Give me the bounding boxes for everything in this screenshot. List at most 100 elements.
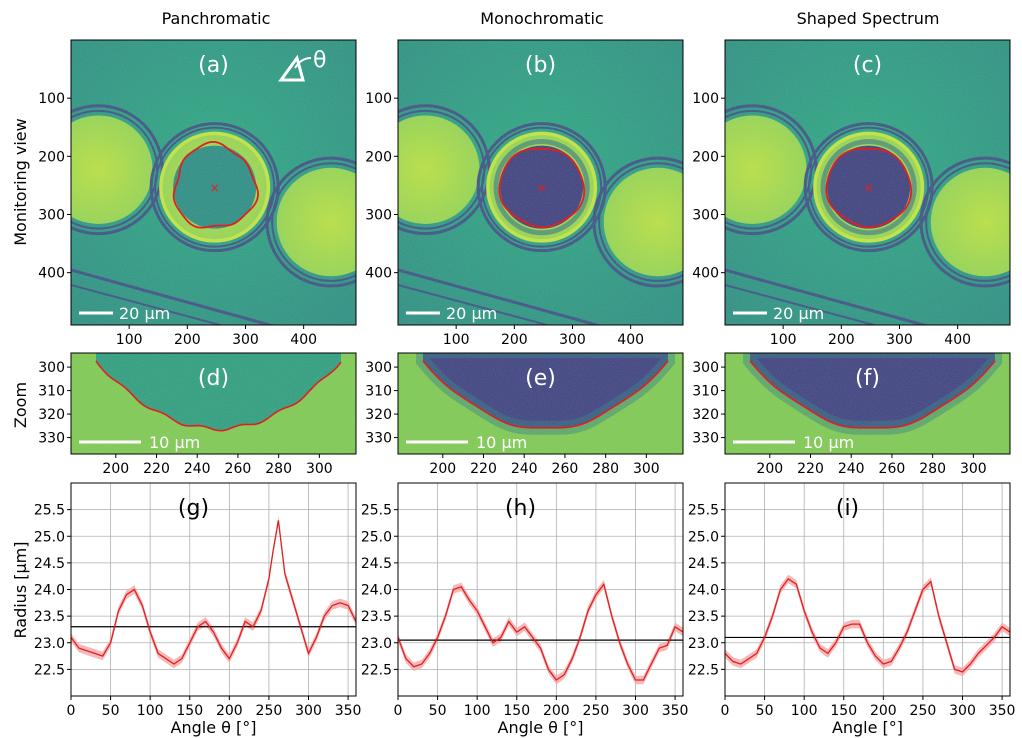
row-label-zoom: Zoom bbox=[11, 382, 30, 428]
y-tick-label: 100 bbox=[692, 91, 719, 107]
y-tick-label: 22.5 bbox=[34, 662, 65, 678]
y-tick-label: 22.5 bbox=[688, 662, 719, 678]
x-tick-label: 200 bbox=[429, 461, 456, 477]
x-tick-label: 100 bbox=[137, 703, 164, 719]
y-tick-label: 310 bbox=[692, 384, 719, 400]
scalebar-label: 10 µm bbox=[149, 433, 200, 452]
y-tick-label: 300 bbox=[365, 360, 392, 376]
y-tick-label: 300 bbox=[365, 207, 392, 223]
x-tick-label: 400 bbox=[617, 332, 644, 348]
zoom-panel-3: (f) 10 µm 200 220 240 260 280 300 300 310 320 330 bbox=[692, 352, 1011, 477]
x-tick-label: 240 bbox=[838, 461, 865, 477]
y-tick-label: 24.5 bbox=[361, 556, 392, 572]
x-tick-label: 220 bbox=[470, 461, 497, 477]
panel-frame bbox=[397, 352, 684, 455]
x-tick-label: 400 bbox=[944, 332, 971, 348]
y-tick-label: 330 bbox=[692, 431, 719, 447]
zoom-content bbox=[725, 353, 1010, 454]
x-tick-label: 200 bbox=[756, 461, 783, 477]
y-tick-label: 400 bbox=[692, 266, 719, 282]
y-tick-label: 22.5 bbox=[361, 662, 392, 678]
angle-icon bbox=[278, 54, 305, 82]
zoom-content bbox=[398, 353, 683, 454]
panel-frame bbox=[70, 39, 357, 326]
x-tick-label: 200 bbox=[870, 703, 897, 719]
x-tick-label: 300 bbox=[559, 332, 586, 348]
x-tick-label: 200 bbox=[174, 332, 201, 348]
panel-frame bbox=[397, 39, 684, 326]
x-axis-label: Angle θ [°] bbox=[171, 718, 257, 737]
zoom-noise bbox=[71, 353, 356, 454]
x-tick-label: 200 bbox=[828, 332, 855, 348]
x-tick-label: 280 bbox=[919, 461, 946, 477]
zoom-contour-line bbox=[749, 360, 996, 429]
y-tick-label: 200 bbox=[692, 149, 719, 165]
row-label-monitoring: Monitoring view bbox=[11, 118, 30, 246]
y-tick-label: 100 bbox=[38, 91, 65, 107]
x-tick-label: 300 bbox=[886, 332, 913, 348]
y-tick-label: 23.0 bbox=[688, 636, 719, 652]
x-tick-label: 200 bbox=[216, 703, 243, 719]
column-title-3: Shaped Spectrum bbox=[797, 9, 940, 28]
y-tick-label: 200 bbox=[365, 149, 392, 165]
x-tick-label: 350 bbox=[989, 703, 1016, 719]
panel-label: (d) bbox=[198, 366, 229, 391]
centre-marker: × bbox=[537, 181, 547, 195]
x-tick-label: 0 bbox=[394, 703, 403, 719]
y-tick-label: 300 bbox=[692, 360, 719, 376]
y-tick-label: 24.0 bbox=[361, 583, 392, 599]
y-tick-label: 300 bbox=[38, 360, 65, 376]
y-tick-label: 23.5 bbox=[34, 609, 65, 625]
y-tick-label: 310 bbox=[365, 384, 392, 400]
x-tick-label: 150 bbox=[830, 703, 857, 719]
zoom-contour-line bbox=[422, 360, 669, 429]
x-tick-label: 250 bbox=[583, 703, 610, 719]
y-tick-label: 25.5 bbox=[688, 503, 719, 519]
y-tick-label: 25.0 bbox=[361, 529, 392, 545]
zoom-noise bbox=[725, 353, 1010, 454]
scalebar-label: 20 µm bbox=[773, 304, 824, 323]
column-title-2: Monochromatic bbox=[480, 9, 603, 28]
panel-label: (a) bbox=[198, 53, 229, 78]
y-tick-label: 25.0 bbox=[688, 529, 719, 545]
y-tick-label: 23.5 bbox=[688, 609, 719, 625]
panel-label: (b) bbox=[525, 53, 556, 78]
zoom-panel-2: (e) 10 µm 200 220 240 260 280 300 300 310 320 330 bbox=[365, 352, 684, 477]
x-tick-label: 100 bbox=[116, 332, 143, 348]
y-tick-label: 100 bbox=[365, 91, 392, 107]
x-tick-label: 50 bbox=[102, 703, 120, 719]
x-tick-label: 400 bbox=[290, 332, 317, 348]
x-tick-label: 220 bbox=[797, 461, 824, 477]
image-content: × bbox=[71, 40, 356, 325]
contour-line bbox=[825, 147, 913, 229]
x-tick-label: 200 bbox=[501, 332, 528, 348]
panel-label: (h) bbox=[505, 496, 536, 521]
radius-plot-3: (i) 0 50 100 150 200 250 300 350 22.5 23.0 23.5 24.0… bbox=[688, 482, 1016, 737]
x-tick-label: 250 bbox=[256, 703, 283, 719]
x-tick-label: 50 bbox=[756, 703, 774, 719]
x-tick-label: 300 bbox=[633, 461, 660, 477]
y-tick-label: 23.5 bbox=[361, 609, 392, 625]
y-tick-label: 300 bbox=[38, 207, 65, 223]
x-tick-label: 300 bbox=[306, 461, 333, 477]
monitoring-panel-3: × (c) 20 µm 100 200 300 400 100 200 300 400 bbox=[692, 39, 1011, 348]
x-axis-label: Angle θ [°] bbox=[498, 718, 584, 737]
confidence-band bbox=[71, 516, 356, 669]
zoom-panel-1: (d) 10 µm 200 220 240 260 280 300 300 310 320 330 bbox=[38, 352, 357, 477]
panel-frame bbox=[724, 352, 1011, 455]
x-tick-label: 240 bbox=[511, 461, 538, 477]
image-content: × bbox=[398, 40, 683, 325]
x-tick-label: 260 bbox=[225, 461, 252, 477]
row-label-radius: Radius [µm] bbox=[11, 542, 30, 639]
x-tick-label: 0 bbox=[721, 703, 730, 719]
column-title-1: Panchromatic bbox=[162, 9, 271, 28]
contour-line bbox=[172, 140, 260, 229]
panel-label: (c) bbox=[853, 53, 882, 78]
y-tick-label: 400 bbox=[38, 266, 65, 282]
y-tick-label: 320 bbox=[365, 407, 392, 423]
theta-symbol: θ bbox=[313, 48, 326, 73]
x-tick-label: 100 bbox=[464, 703, 491, 719]
radius-line bbox=[397, 582, 684, 681]
panel-label: (f) bbox=[855, 366, 880, 391]
y-tick-label: 400 bbox=[365, 266, 392, 282]
